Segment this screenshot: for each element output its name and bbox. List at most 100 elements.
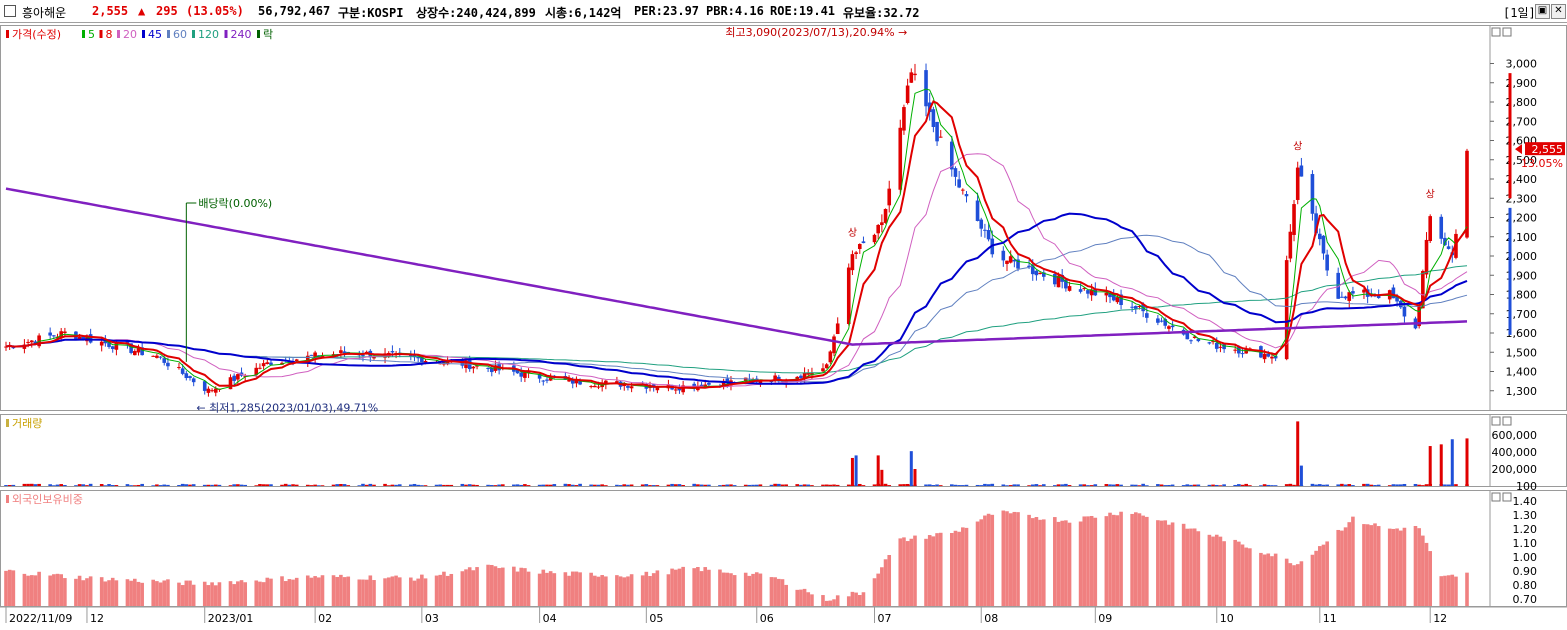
foreign-ratio-bar (1439, 576, 1444, 606)
foreign-ratio-bar (1001, 510, 1006, 606)
y-tick-label: 2,700 (1506, 115, 1538, 128)
candle-body (1222, 344, 1226, 350)
volume-bar (1108, 484, 1112, 486)
legend-label: 가격(수정) (12, 28, 61, 41)
candle-body (880, 222, 884, 226)
foreign-ratio-bar (33, 575, 38, 606)
volume-bar (545, 484, 549, 486)
foreign-ratio-bar (346, 576, 351, 606)
volume-spike-bar (1450, 439, 1454, 486)
y-tick-label: 1,800 (1506, 289, 1538, 302)
foreign-ratio-bar (666, 574, 671, 606)
foreign-ratio-bar (228, 581, 233, 606)
volume-bar (210, 484, 214, 486)
candle-body (957, 179, 961, 188)
foreign-ratio-bar (1314, 550, 1318, 606)
candle-body (810, 372, 814, 376)
volume-bar (975, 484, 980, 486)
volume-bar (1391, 484, 1396, 486)
foreign-ratio-bar (1421, 535, 1425, 606)
foreign-ratio-bar (1317, 546, 1322, 606)
candle-body (604, 380, 608, 385)
foreign-ratio-bar (905, 541, 910, 606)
volume-spike-bar (909, 451, 913, 486)
candle-body (232, 375, 236, 381)
foreign-ratio-bar (114, 580, 119, 606)
candle-body (1067, 286, 1072, 291)
foreign-ratio-bar (420, 574, 424, 606)
candle-body (1185, 332, 1190, 340)
candle-body (721, 380, 726, 388)
candle-body (615, 381, 619, 383)
volume-bar (7, 485, 12, 486)
foreign-ratio-bar (1130, 513, 1134, 606)
foreign-ratio-bar (409, 577, 413, 606)
volume-bar (983, 483, 987, 486)
candle-body (29, 340, 34, 343)
candle-body (1295, 167, 1300, 200)
volume-bar (464, 484, 468, 486)
y-tick-label: 2,900 (1506, 77, 1538, 90)
candle-body (773, 375, 777, 382)
x-tick-label: 10 (1220, 612, 1234, 625)
candle-body (1218, 346, 1223, 348)
volume-bar (188, 484, 192, 486)
stock-name: 흥아해운 (22, 6, 67, 20)
foreign-ratio-bar (258, 581, 262, 606)
legend-swatch (6, 30, 9, 38)
volume-bar (1115, 484, 1120, 486)
volume-bar (1402, 483, 1407, 486)
candle-body (77, 336, 82, 340)
volume-bar (773, 483, 777, 486)
foreign-ratio-bar (1115, 515, 1120, 606)
volume-bar (155, 484, 159, 486)
x-tick-label: 11 (1323, 612, 1337, 625)
volume-bar (1053, 485, 1057, 486)
candle-body (1336, 272, 1340, 299)
legend-swatch (117, 30, 120, 38)
candle-body (339, 350, 343, 353)
volume-bar (342, 484, 347, 486)
volume-bar (795, 484, 800, 486)
foreign-ratio-bar (1163, 520, 1168, 606)
volume-bar (1067, 485, 1072, 486)
foreign-ratio-bar (1078, 521, 1083, 606)
candle-body (626, 385, 630, 388)
foreign-ratio-bar (1365, 524, 1370, 606)
candle-body (986, 230, 991, 240)
foreign-ratio-bar (596, 576, 601, 606)
foreign-ratio-bar (898, 538, 903, 606)
candle-body (1439, 216, 1444, 239)
up-arrow-icon: ▲ (138, 4, 146, 18)
restore-icon[interactable]: ▣ (1535, 4, 1550, 19)
candle-body (416, 356, 420, 359)
candle-body (1189, 340, 1193, 342)
foreign-ratio-bar (133, 578, 137, 606)
x-tick-label: 06 (760, 612, 774, 625)
volume-bar (438, 484, 443, 486)
volume-bar (269, 484, 273, 486)
volume-bar (802, 484, 807, 486)
volume-bar (1192, 484, 1197, 486)
close-icon[interactable]: ✕ (1551, 4, 1566, 19)
period-selector[interactable]: [1일] (1503, 6, 1536, 20)
foreign-ratio-bar (626, 576, 630, 606)
volume-bar (1387, 485, 1392, 486)
volume-bar (37, 483, 41, 486)
y-tick-label: 100 (1516, 480, 1537, 493)
volume-spike-bar (1465, 438, 1469, 486)
candle-body (964, 194, 969, 197)
candle-body (1233, 349, 1237, 351)
volume-spike-bar (913, 469, 917, 486)
candle-body (114, 342, 119, 350)
foreign-ratio-bar (110, 577, 115, 606)
select-checkbox[interactable] (4, 5, 16, 17)
x-tick-label: 05 (649, 612, 663, 625)
foreign-ratio-bar (217, 582, 222, 606)
candle-body (1159, 320, 1164, 322)
volume-bar (743, 484, 748, 486)
candle-body (876, 224, 880, 234)
candle-body (269, 362, 273, 365)
candle-body (390, 351, 395, 353)
volume-bar (386, 485, 391, 486)
